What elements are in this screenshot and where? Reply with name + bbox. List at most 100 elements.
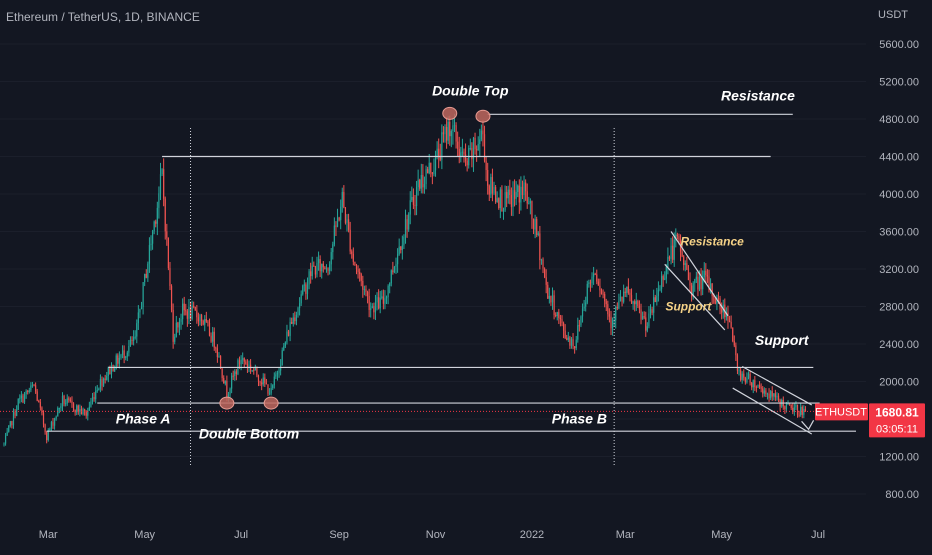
price-tick-label: 4400.00 <box>879 152 919 164</box>
candle-body <box>398 246 400 255</box>
candle-body <box>611 320 614 329</box>
candle-body <box>3 443 5 445</box>
candle-body <box>727 312 729 321</box>
candle-body <box>202 320 204 325</box>
candle-body <box>133 337 135 342</box>
candle-body <box>210 335 212 342</box>
candle-body <box>362 280 364 290</box>
candle-body <box>137 312 139 324</box>
candle-body <box>357 269 359 272</box>
candle-body <box>672 245 674 260</box>
candle-body <box>637 301 639 307</box>
time-tick-label: 2022 <box>520 529 544 541</box>
candle-body <box>428 162 430 174</box>
symbol-title: Ethereum / TetherUS, 1D, BINANCE <box>6 10 200 24</box>
candle-body <box>200 315 203 321</box>
candle-body <box>109 367 111 375</box>
candle-body <box>660 276 663 289</box>
candle-body <box>488 185 490 195</box>
candle-body <box>248 364 250 368</box>
candle-body <box>803 408 805 415</box>
pattern-marker <box>219 396 235 410</box>
price-tick-label: 800.00 <box>885 489 919 501</box>
candle-body <box>175 322 177 337</box>
candle-body <box>69 399 71 401</box>
candle-body <box>711 283 713 297</box>
candle-body <box>359 271 361 275</box>
annotation-label: Double Top <box>432 83 509 99</box>
candle-body <box>55 416 57 419</box>
grid <box>0 43 866 495</box>
candle-body <box>640 309 642 320</box>
candle-body <box>276 372 279 375</box>
candle-body <box>289 321 291 336</box>
candle-body <box>349 229 351 252</box>
candle-body <box>9 421 11 426</box>
candle-body <box>295 314 298 322</box>
candle-body <box>532 218 535 230</box>
candle-body <box>457 141 459 149</box>
candle-body <box>343 192 345 208</box>
price-axis-currency[interactable]: USDT <box>878 9 908 21</box>
candle-body <box>526 191 528 204</box>
candle-body <box>395 264 397 267</box>
candle-body <box>319 258 321 272</box>
candle-body <box>702 277 704 290</box>
candle-body <box>694 279 696 284</box>
candle-body <box>101 378 103 386</box>
candle-body <box>441 132 443 160</box>
candle-body <box>27 390 29 392</box>
candle-body <box>464 154 467 161</box>
candle-body <box>597 281 599 286</box>
price-tick-label: 5200.00 <box>879 77 919 89</box>
candle-body <box>227 394 230 398</box>
candle-body <box>618 300 620 309</box>
candle-body <box>439 156 441 160</box>
candle-body <box>156 207 158 224</box>
annotations: Double Top Resistance Resistance Support Sup… <box>116 83 810 442</box>
candle-body <box>23 394 26 403</box>
candle-body <box>232 375 234 377</box>
candle-body <box>82 409 84 415</box>
candle-body <box>325 268 328 270</box>
candle-body <box>57 408 59 417</box>
candle-body <box>373 306 375 313</box>
candle-body <box>604 294 606 302</box>
candle-body <box>594 273 596 275</box>
candle-body <box>104 378 106 380</box>
annotation-label: Support <box>665 299 712 313</box>
trend-line <box>670 231 729 317</box>
candle-body <box>297 308 299 315</box>
candle-body <box>623 291 625 302</box>
candle-body <box>521 186 524 196</box>
candle-body <box>509 189 511 196</box>
candle-body <box>490 177 492 195</box>
candle-body <box>186 311 188 319</box>
candle-body <box>760 387 762 389</box>
candle-body <box>649 309 652 314</box>
candle-body <box>50 422 53 429</box>
candle-body <box>455 125 457 142</box>
candle-body <box>585 302 587 307</box>
candle-body <box>725 312 727 318</box>
candle-body <box>207 321 209 324</box>
candle-body <box>216 348 218 357</box>
candle-body <box>259 381 261 383</box>
candle-body <box>517 185 519 192</box>
candle-body <box>469 148 471 150</box>
price-tick-label: 3200.00 <box>879 264 919 276</box>
candle-body <box>520 186 522 203</box>
candle-body <box>804 408 807 412</box>
candle-body <box>193 305 195 307</box>
candle-body <box>106 376 108 380</box>
candle-body <box>765 390 767 395</box>
candle-body <box>605 301 607 305</box>
candle-body <box>728 320 731 323</box>
candle-body <box>213 331 215 348</box>
candle-body <box>140 307 143 309</box>
candle-body <box>112 365 114 372</box>
candle-body <box>96 390 98 392</box>
candle-body <box>436 148 438 156</box>
